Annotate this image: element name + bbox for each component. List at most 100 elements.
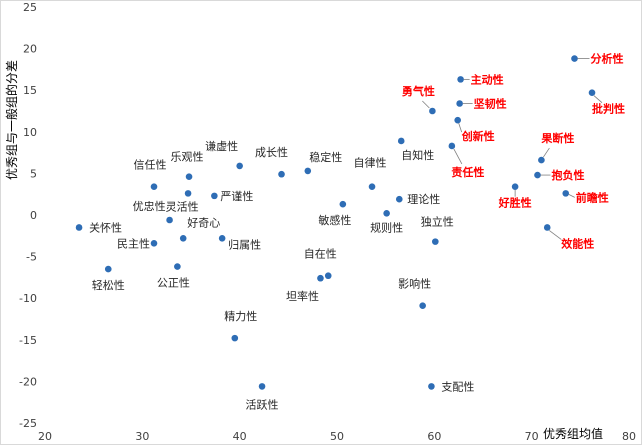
- data-point: [457, 76, 464, 83]
- leader-line: [453, 148, 463, 165]
- point-label: 果断性: [540, 131, 574, 145]
- data-point: [174, 263, 181, 270]
- data-point: [454, 116, 461, 124]
- y-axis: 25 20 15 10 5 0 -5 -10 -15 -20 -25: [19, 1, 37, 430]
- point-label: 公正性: [157, 276, 190, 290]
- point-label: 独立性: [421, 215, 454, 229]
- y-tick-label: 5: [30, 167, 37, 180]
- leader-line: [458, 123, 463, 133]
- label-leader-lines: [422, 58, 603, 240]
- point-label: 归属性: [228, 237, 261, 251]
- point-label: 勇气性: [402, 84, 435, 98]
- point-label: 自律性: [354, 156, 387, 170]
- data-point: [428, 383, 435, 390]
- point-label: 规则性: [370, 220, 403, 234]
- data-point: [534, 171, 541, 179]
- data-point: [543, 224, 551, 231]
- point-label: 自知性: [401, 148, 434, 162]
- point-label: 坦率性: [286, 289, 319, 303]
- data-point: [75, 224, 83, 231]
- point-label: 关怀性: [89, 220, 122, 234]
- y-tick-label: -5: [26, 251, 37, 264]
- point-label: 好奇心: [187, 215, 220, 229]
- data-point: [184, 190, 192, 197]
- data-point: [395, 195, 403, 203]
- x-tick-label: 60: [427, 430, 441, 443]
- point-label: 灵活性: [166, 199, 199, 213]
- data-point: [218, 234, 226, 242]
- data-point: [166, 216, 173, 224]
- point-label: 抱负性: [552, 168, 585, 182]
- point-label: 敏感性: [318, 213, 351, 227]
- data-point: [231, 334, 239, 342]
- data-point: [185, 173, 193, 181]
- point-label: 坚韧性: [474, 97, 507, 111]
- data-point: [324, 272, 332, 280]
- leader-line: [593, 95, 603, 103]
- x-tick-label: 80: [622, 430, 636, 443]
- data-point: [179, 234, 187, 242]
- x-tick-label: 50: [330, 430, 344, 443]
- point-label: 精力性: [224, 309, 257, 323]
- data-point: [383, 210, 390, 217]
- data-point: [397, 137, 405, 145]
- point-label: 批判性: [592, 102, 625, 116]
- point-label: 前瞻性: [576, 190, 609, 204]
- data-point: [571, 55, 578, 62]
- point-label: 支配性: [441, 379, 474, 393]
- y-tick-label: 25: [23, 1, 37, 14]
- data-point: [236, 162, 243, 170]
- y-tick-label: 10: [23, 126, 37, 139]
- point-label: 主动性: [471, 72, 504, 86]
- point-label: 好胜性: [498, 196, 532, 210]
- data-point: [150, 239, 158, 247]
- point-label: 轻松性: [92, 278, 125, 292]
- point-label: 效能性: [561, 236, 594, 250]
- data-point: [429, 107, 436, 115]
- y-tick-label: -25: [19, 417, 37, 430]
- point-label: 影响性: [398, 277, 431, 291]
- y-tick-label: 15: [23, 84, 37, 97]
- y-tick-label: -15: [19, 334, 37, 347]
- data-point: [104, 265, 112, 273]
- y-tick-label: 0: [30, 209, 37, 222]
- data-point: [304, 167, 312, 175]
- data-point: [448, 142, 456, 150]
- data-point: [150, 183, 158, 191]
- y-tick-label: 20: [23, 43, 37, 56]
- data-point: [419, 302, 426, 309]
- data-points: [75, 55, 596, 390]
- data-point: [317, 274, 324, 282]
- point-label: 创新性: [461, 129, 495, 143]
- point-label: 活跃性: [246, 397, 279, 411]
- point-label: 乐观性: [171, 150, 204, 164]
- y-axis-title: 优秀组与一般组的分差: [4, 60, 19, 180]
- data-point: [456, 100, 463, 107]
- x-tick-label: 30: [135, 430, 149, 443]
- y-tick-label: -10: [19, 292, 37, 305]
- x-tick-label: 40: [233, 430, 247, 443]
- point-label: 自在性: [304, 247, 337, 261]
- leader-line: [422, 100, 430, 109]
- point-label: 理论性: [407, 192, 440, 206]
- y-tick-label: -20: [19, 375, 37, 388]
- data-point: [211, 192, 218, 200]
- data-point: [339, 200, 347, 208]
- data-point: [588, 89, 596, 96]
- leader-line: [543, 147, 550, 158]
- point-label: 分析性: [590, 52, 623, 66]
- leader-line: [548, 230, 562, 240]
- x-tick-label: 20: [38, 430, 52, 443]
- leader-line: [568, 194, 575, 198]
- point-label: 民主性: [117, 236, 150, 250]
- data-point: [562, 190, 570, 197]
- data-point: [368, 183, 376, 191]
- point-label: 谦虚性: [205, 139, 238, 153]
- x-axis-title: 优秀组均值: [543, 426, 603, 441]
- data-point: [258, 383, 266, 390]
- x-axis: 20 30 40 50 60 70 80: [38, 430, 636, 443]
- point-label: 成长性: [255, 145, 288, 159]
